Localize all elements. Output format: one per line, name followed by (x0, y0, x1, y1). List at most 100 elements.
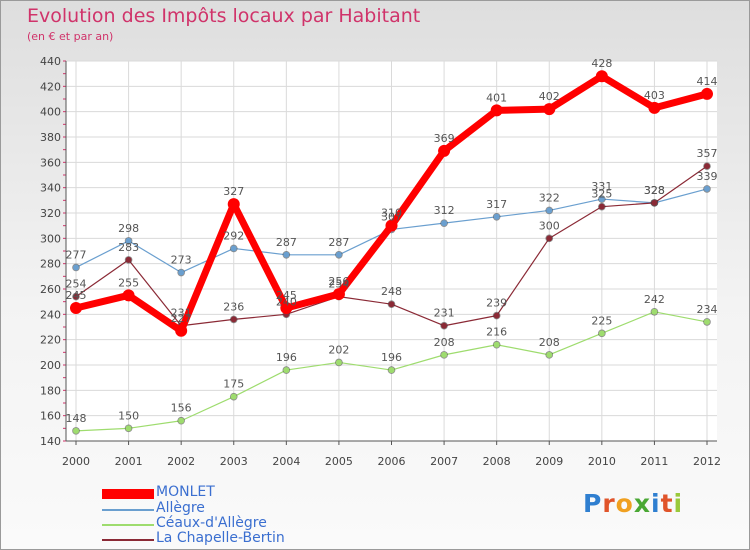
data-label: 283 (118, 241, 139, 254)
data-label: 255 (118, 276, 139, 289)
data-label: 202 (328, 343, 349, 356)
data-label: 327 (223, 185, 244, 198)
data-label: 328 (644, 184, 665, 197)
data-point (598, 196, 605, 203)
chart-subtitle: (en € et par an) (27, 30, 114, 43)
data-label: 234 (697, 303, 718, 316)
y-tick-label: 420 (40, 80, 61, 93)
legend-swatch (102, 539, 154, 541)
data-label: 231 (434, 307, 455, 320)
legend-swatch (102, 524, 154, 526)
data-point (335, 359, 342, 366)
data-label: 256 (328, 275, 349, 288)
data-point (280, 302, 293, 314)
logo-letter: P (583, 489, 603, 518)
data-label: 225 (591, 314, 612, 327)
legend-swatch (102, 509, 154, 511)
data-point (648, 101, 661, 114)
data-label: 277 (66, 248, 87, 261)
proxiti-logo: Proxiti (583, 489, 683, 518)
data-point (388, 301, 395, 308)
data-point (230, 245, 237, 252)
x-tick-label: 2004 (272, 455, 300, 468)
logo-letter: i (673, 489, 684, 518)
data-label: 273 (171, 254, 192, 267)
data-label: 317 (486, 198, 507, 211)
data-label: 298 (118, 222, 139, 235)
logo-letter: x (633, 489, 651, 518)
data-label: 307 (381, 210, 402, 223)
data-label: 402 (539, 90, 560, 103)
x-tick-label: 2009 (535, 455, 563, 468)
data-point (546, 207, 553, 214)
x-tick-label: 2003 (220, 455, 248, 468)
data-label: 245 (276, 289, 297, 302)
data-point (493, 213, 500, 220)
x-tick-label: 2007 (430, 455, 458, 468)
data-label: 331 (591, 180, 612, 193)
data-label: 292 (223, 229, 244, 242)
data-point (73, 264, 79, 271)
data-label: 369 (434, 132, 455, 145)
logo-letter: o (615, 489, 634, 518)
data-point (125, 425, 132, 432)
y-tick-label: 380 (40, 131, 61, 144)
x-tick-label: 2001 (115, 455, 143, 468)
data-label: 239 (486, 297, 507, 310)
data-point (543, 103, 556, 116)
data-point (175, 324, 188, 337)
data-label: 254 (66, 278, 87, 291)
data-label: 254 (328, 278, 349, 291)
x-tick-label: 2002 (167, 455, 195, 468)
data-label: 401 (486, 91, 507, 104)
data-label: 403 (644, 89, 665, 102)
data-point (230, 393, 237, 400)
y-tick-label: 240 (40, 308, 61, 321)
data-point (227, 198, 240, 211)
series-c-aux-d-all-gre (72, 308, 711, 435)
data-point (230, 316, 237, 323)
y-tick-label: 200 (40, 359, 61, 372)
x-tick-label: 2000 (62, 455, 90, 468)
data-label: 300 (539, 219, 560, 232)
y-tick-label: 220 (40, 334, 61, 347)
y-tick-label: 160 (40, 410, 61, 423)
data-label: 312 (434, 204, 455, 217)
data-label: 175 (223, 378, 244, 391)
logo-letter: t (660, 489, 674, 518)
data-point (125, 256, 132, 263)
data-label: 310 (381, 207, 402, 220)
legend-label: MONLET (156, 484, 215, 500)
x-tick-label: 2012 (693, 455, 721, 468)
y-tick-label: 440 (40, 55, 61, 68)
data-label: 240 (276, 295, 297, 308)
data-point (125, 237, 132, 244)
logo-letter: r (602, 489, 616, 518)
data-point (332, 288, 345, 301)
data-point (178, 417, 185, 424)
x-tick-label: 2010 (588, 455, 616, 468)
legend-label: La Chapelle-Bertin (156, 530, 285, 546)
data-point (70, 302, 82, 314)
data-point (701, 87, 713, 100)
legend-label: Allègre (156, 500, 205, 516)
y-tick-label: 300 (40, 232, 61, 245)
data-point (490, 104, 503, 117)
legend-swatch (102, 489, 154, 499)
data-label: 196 (381, 351, 402, 364)
data-point (598, 330, 605, 337)
data-point (651, 199, 658, 206)
data-point (598, 203, 605, 210)
data-point (385, 219, 398, 232)
chart-title: Evolution des Impôts locaux par Habitant (27, 5, 421, 27)
data-label: 287 (328, 236, 349, 249)
data-label: 231 (171, 307, 192, 320)
data-label: 245 (66, 289, 87, 302)
y-tick-label: 280 (40, 258, 61, 271)
data-point (178, 269, 185, 276)
y-tick-label: 320 (40, 207, 61, 220)
data-point (73, 427, 79, 434)
data-point (493, 312, 500, 319)
